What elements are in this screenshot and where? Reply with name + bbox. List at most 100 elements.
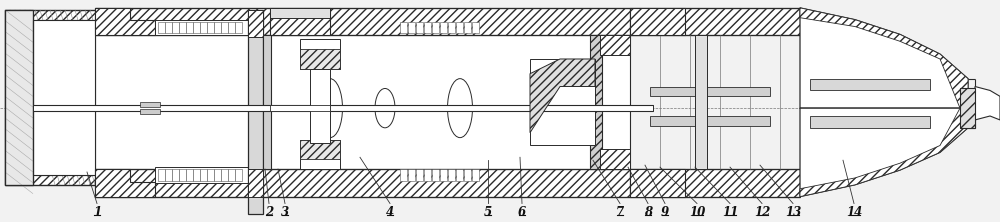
Bar bbox=[300, 39, 340, 69]
Bar bbox=[33, 105, 653, 111]
Bar bbox=[95, 8, 630, 35]
Bar bbox=[158, 169, 165, 181]
Bar bbox=[472, 22, 479, 34]
Bar bbox=[630, 8, 685, 35]
Bar bbox=[228, 169, 235, 181]
Text: 8: 8 bbox=[644, 206, 652, 219]
Bar bbox=[270, 8, 330, 18]
Text: 4: 4 bbox=[386, 206, 394, 219]
Bar bbox=[416, 22, 423, 34]
Bar bbox=[165, 169, 172, 181]
Bar bbox=[179, 169, 186, 181]
Bar bbox=[448, 22, 455, 34]
Bar bbox=[400, 169, 407, 181]
Bar bbox=[165, 22, 172, 34]
Bar bbox=[140, 109, 160, 114]
Text: 12: 12 bbox=[754, 206, 770, 219]
Bar bbox=[300, 140, 340, 159]
Text: 6: 6 bbox=[518, 206, 526, 219]
Bar bbox=[810, 116, 930, 128]
Bar bbox=[960, 89, 975, 128]
Bar bbox=[530, 59, 595, 145]
Bar bbox=[464, 169, 471, 181]
Bar bbox=[248, 10, 263, 37]
Text: 3: 3 bbox=[281, 206, 289, 219]
Bar bbox=[200, 22, 207, 34]
Bar bbox=[400, 22, 407, 34]
Bar bbox=[416, 169, 423, 181]
Bar bbox=[310, 69, 330, 143]
Bar bbox=[155, 167, 250, 183]
Bar bbox=[207, 22, 214, 34]
Bar bbox=[600, 149, 630, 169]
Text: 13: 13 bbox=[785, 206, 801, 219]
Bar bbox=[186, 169, 193, 181]
Bar bbox=[630, 8, 800, 35]
Bar bbox=[33, 20, 95, 175]
Bar bbox=[432, 169, 439, 181]
Bar bbox=[650, 116, 770, 126]
Bar bbox=[432, 22, 439, 34]
Polygon shape bbox=[800, 108, 968, 197]
Bar bbox=[235, 22, 242, 34]
Bar bbox=[158, 22, 165, 34]
Bar bbox=[424, 169, 431, 181]
Polygon shape bbox=[975, 87, 1000, 120]
Bar bbox=[172, 169, 179, 181]
Bar bbox=[600, 35, 630, 55]
Polygon shape bbox=[95, 169, 155, 197]
Text: 10: 10 bbox=[689, 206, 705, 219]
Bar bbox=[630, 169, 800, 197]
Bar bbox=[179, 22, 186, 34]
Bar bbox=[456, 22, 463, 34]
Bar bbox=[5, 10, 33, 185]
Bar bbox=[193, 169, 200, 181]
Bar bbox=[193, 22, 200, 34]
Bar bbox=[456, 169, 463, 181]
Text: 9: 9 bbox=[661, 206, 669, 219]
Ellipse shape bbox=[375, 89, 395, 128]
Polygon shape bbox=[800, 8, 968, 108]
Text: 2: 2 bbox=[265, 206, 273, 219]
Ellipse shape bbox=[448, 79, 473, 138]
Polygon shape bbox=[800, 8, 968, 108]
Bar bbox=[228, 22, 235, 34]
Bar bbox=[214, 169, 221, 181]
Bar bbox=[200, 169, 207, 181]
Bar bbox=[235, 169, 242, 181]
Bar bbox=[140, 102, 160, 107]
Bar bbox=[810, 79, 930, 90]
Bar bbox=[214, 22, 221, 34]
Bar bbox=[464, 22, 471, 34]
Bar bbox=[630, 169, 685, 197]
Bar bbox=[270, 8, 330, 35]
Text: 14: 14 bbox=[846, 206, 862, 219]
Bar bbox=[695, 35, 707, 169]
Bar bbox=[440, 22, 447, 34]
Bar bbox=[300, 140, 340, 169]
Text: 11: 11 bbox=[722, 206, 738, 219]
Bar bbox=[207, 169, 214, 181]
Bar bbox=[590, 35, 602, 169]
Bar bbox=[448, 169, 455, 181]
Ellipse shape bbox=[318, 79, 342, 138]
Bar bbox=[300, 49, 340, 69]
Bar bbox=[35, 20, 95, 175]
Bar bbox=[95, 35, 630, 169]
Bar bbox=[155, 20, 250, 35]
Text: 7: 7 bbox=[616, 206, 624, 219]
Bar bbox=[408, 22, 415, 34]
Polygon shape bbox=[95, 8, 155, 35]
Bar bbox=[248, 169, 263, 197]
Bar bbox=[172, 22, 179, 34]
Bar bbox=[221, 22, 228, 34]
Bar bbox=[248, 10, 263, 214]
Bar bbox=[95, 169, 630, 197]
Bar bbox=[5, 10, 100, 185]
Bar bbox=[424, 22, 431, 34]
Bar bbox=[263, 35, 271, 169]
Bar bbox=[270, 105, 330, 111]
Text: 1: 1 bbox=[93, 206, 101, 219]
Bar bbox=[5, 10, 33, 185]
Text: 5: 5 bbox=[484, 206, 492, 219]
